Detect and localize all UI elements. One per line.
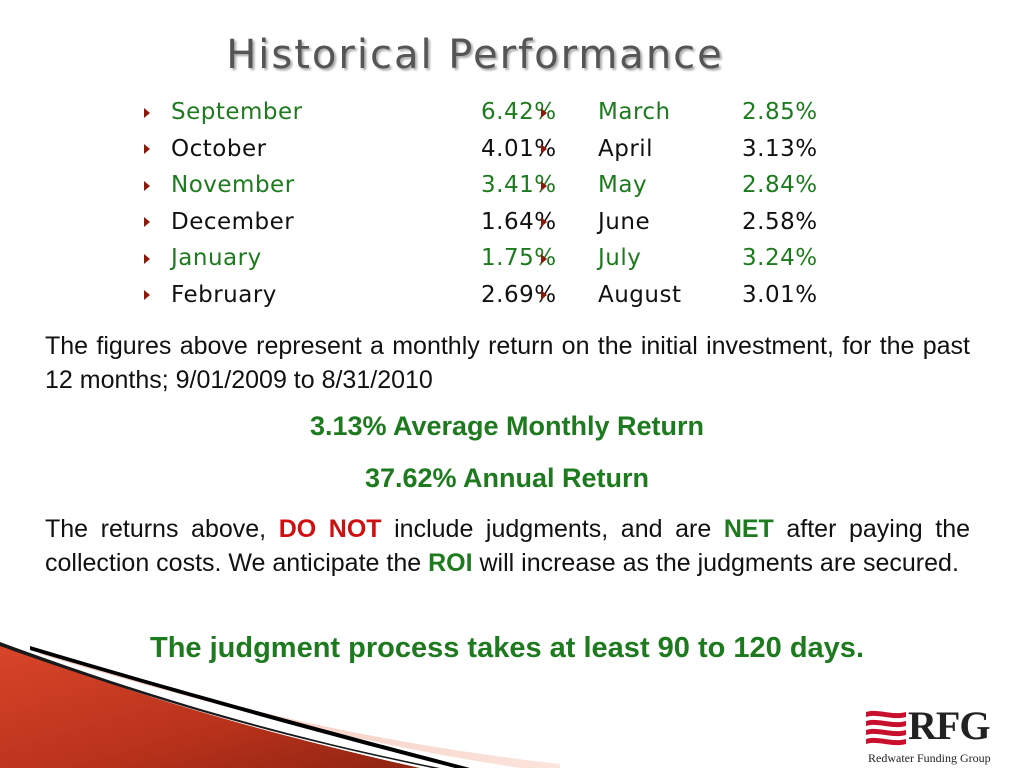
month-name: December (171, 208, 295, 235)
bullet-icon (144, 180, 150, 191)
month-name: October (171, 135, 267, 162)
roi-emphasis: ROI (428, 549, 473, 577)
disclaimer-text: include judgments, and are (381, 515, 724, 543)
bullet-icon (541, 253, 547, 264)
rfg-logo: RFG Redwater Funding Group (864, 703, 1024, 768)
net-emphasis: NET (723, 515, 774, 543)
month-name: July (598, 245, 642, 272)
month-name: November (171, 172, 295, 199)
month-name: May (598, 172, 648, 199)
month-name: June (598, 208, 651, 235)
month-return: 1.75% (481, 245, 557, 272)
month-name: April (598, 135, 654, 162)
bullet-icon (541, 290, 547, 301)
month-return: 1.64% (481, 208, 557, 235)
month-return: 3.41% (481, 172, 557, 199)
month-return: 3.13% (742, 135, 818, 162)
month-return: 6.42% (481, 99, 557, 125)
disclaimer-text: The returns above, (45, 515, 279, 543)
returns-description: The figures above represent a monthly re… (45, 332, 970, 394)
returns-disclaimer: The returns above, DO NOT include judgme… (45, 512, 970, 580)
flag-icon (866, 710, 906, 746)
bullet-icon (541, 144, 547, 155)
bullet-icon (144, 107, 150, 118)
month-name: August (598, 281, 682, 308)
decorative-swoosh (0, 642, 560, 768)
annual-return: 37.62% Annual Return (364, 463, 650, 493)
month-return: 2.84% (742, 172, 818, 199)
bullet-icon (541, 217, 547, 228)
disclaimer-text: will increase as the judgments are secur… (472, 549, 959, 577)
month-return: 2.85% (742, 99, 818, 125)
bullet-icon (541, 180, 547, 191)
month-return: 4.01% (481, 135, 557, 162)
bullet-icon (144, 144, 150, 155)
page-title: Historical Performance (226, 32, 724, 78)
month-return: 3.24% (742, 245, 818, 272)
month-return: 2.69% (481, 281, 557, 308)
disclaimer-text: after paying the collection costs. We an… (45, 515, 970, 577)
bullet-icon (144, 290, 150, 301)
month-name: September (171, 99, 303, 125)
bullet-icon (541, 107, 547, 118)
month-name: January (171, 245, 262, 272)
month-name: March (598, 99, 671, 125)
do-not-emphasis: DO NOT (278, 515, 382, 543)
logo-subtitle: Redwater Funding Group (868, 751, 991, 765)
logo-wordmark: RFG (908, 703, 990, 748)
judgment-process-note: The judgment process takes at least 90 t… (149, 632, 864, 664)
average-monthly-return: 3.13% Average Monthly Return (309, 411, 705, 441)
month-name: February (171, 281, 277, 308)
bullet-icon (144, 253, 150, 264)
bullet-icon (144, 217, 150, 228)
month-return: 2.58% (742, 208, 818, 235)
month-return: 3.01% (742, 281, 818, 308)
